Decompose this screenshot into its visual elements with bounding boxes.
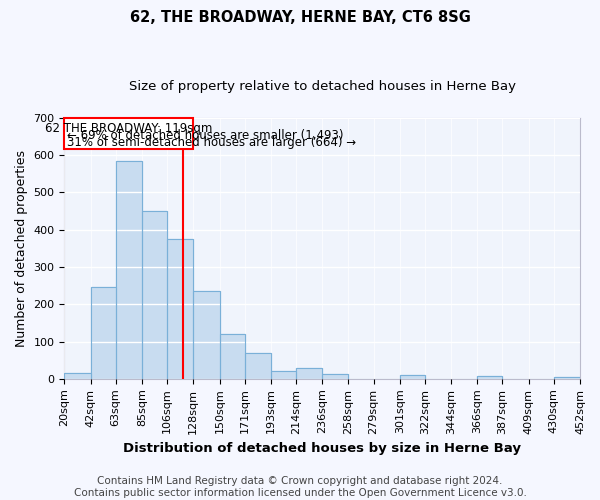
Text: 62, THE BROADWAY, HERNE BAY, CT6 8SG: 62, THE BROADWAY, HERNE BAY, CT6 8SG: [130, 10, 470, 25]
Title: Size of property relative to detached houses in Herne Bay: Size of property relative to detached ho…: [129, 80, 516, 93]
Text: ← 69% of detached houses are smaller (1,493): ← 69% of detached houses are smaller (1,…: [67, 129, 343, 142]
Text: 31% of semi-detached houses are larger (664) →: 31% of semi-detached houses are larger (…: [67, 136, 356, 148]
Y-axis label: Number of detached properties: Number of detached properties: [15, 150, 28, 347]
X-axis label: Distribution of detached houses by size in Herne Bay: Distribution of detached houses by size …: [123, 442, 521, 455]
Text: 62 THE BROADWAY: 119sqm: 62 THE BROADWAY: 119sqm: [45, 122, 212, 134]
FancyBboxPatch shape: [64, 118, 193, 150]
Text: Contains HM Land Registry data © Crown copyright and database right 2024.
Contai: Contains HM Land Registry data © Crown c…: [74, 476, 526, 498]
